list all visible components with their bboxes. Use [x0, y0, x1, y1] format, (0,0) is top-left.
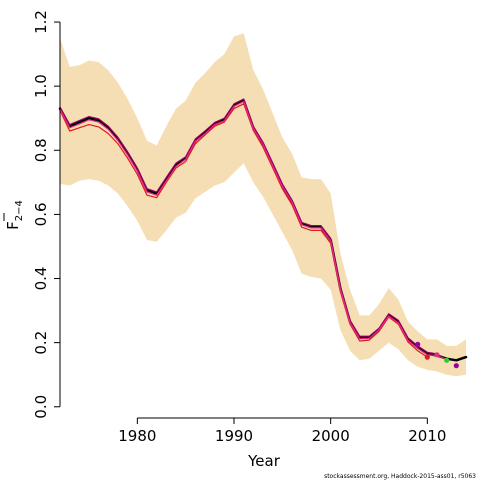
series-line-3 [59, 100, 448, 360]
x-tick-label: 2000 [312, 427, 350, 445]
y-tick-label: 1.2 [32, 10, 50, 34]
data-point-2 [434, 352, 440, 358]
data-point-4 [453, 363, 459, 369]
axes: 1980 1990 2000 2010 0.0 0.2 0.4 0.6 0.8 1.0 1.2 [32, 10, 446, 445]
confidence-band-area [60, 33, 466, 377]
y-tick-label: 0.8 [32, 138, 50, 162]
x-tick-label: 1980 [118, 427, 156, 445]
data-point-1 [424, 354, 430, 360]
svg-text:F2−4: F2−4 [4, 200, 25, 230]
x-tick-label: 2010 [408, 427, 446, 445]
series-line-1 [59, 103, 428, 358]
series-lines [58, 98, 468, 362]
y-tick-label: 1.0 [32, 74, 50, 98]
x-tick-label: 1990 [215, 427, 253, 445]
series-line-2 [59, 98, 438, 355]
y-axis-label: F2−4 [4, 200, 25, 230]
y-tick-label: 0.6 [32, 202, 50, 226]
y-axis-label-sub: 2−4 [14, 200, 25, 221]
data-point-0 [415, 341, 421, 347]
terminal-points [415, 341, 459, 369]
confidence-band [60, 33, 466, 377]
y-tick-label: 0.4 [32, 267, 50, 291]
x-axis-label: Year [247, 452, 281, 470]
data-point-3 [444, 357, 450, 363]
y-axis-label-main: F [4, 221, 22, 230]
y-tick-label: 0.0 [32, 395, 50, 419]
y-tick-label: 0.2 [32, 331, 50, 355]
footer-credit: stockassessment.org, Haddock-2015-ass01,… [324, 473, 476, 480]
